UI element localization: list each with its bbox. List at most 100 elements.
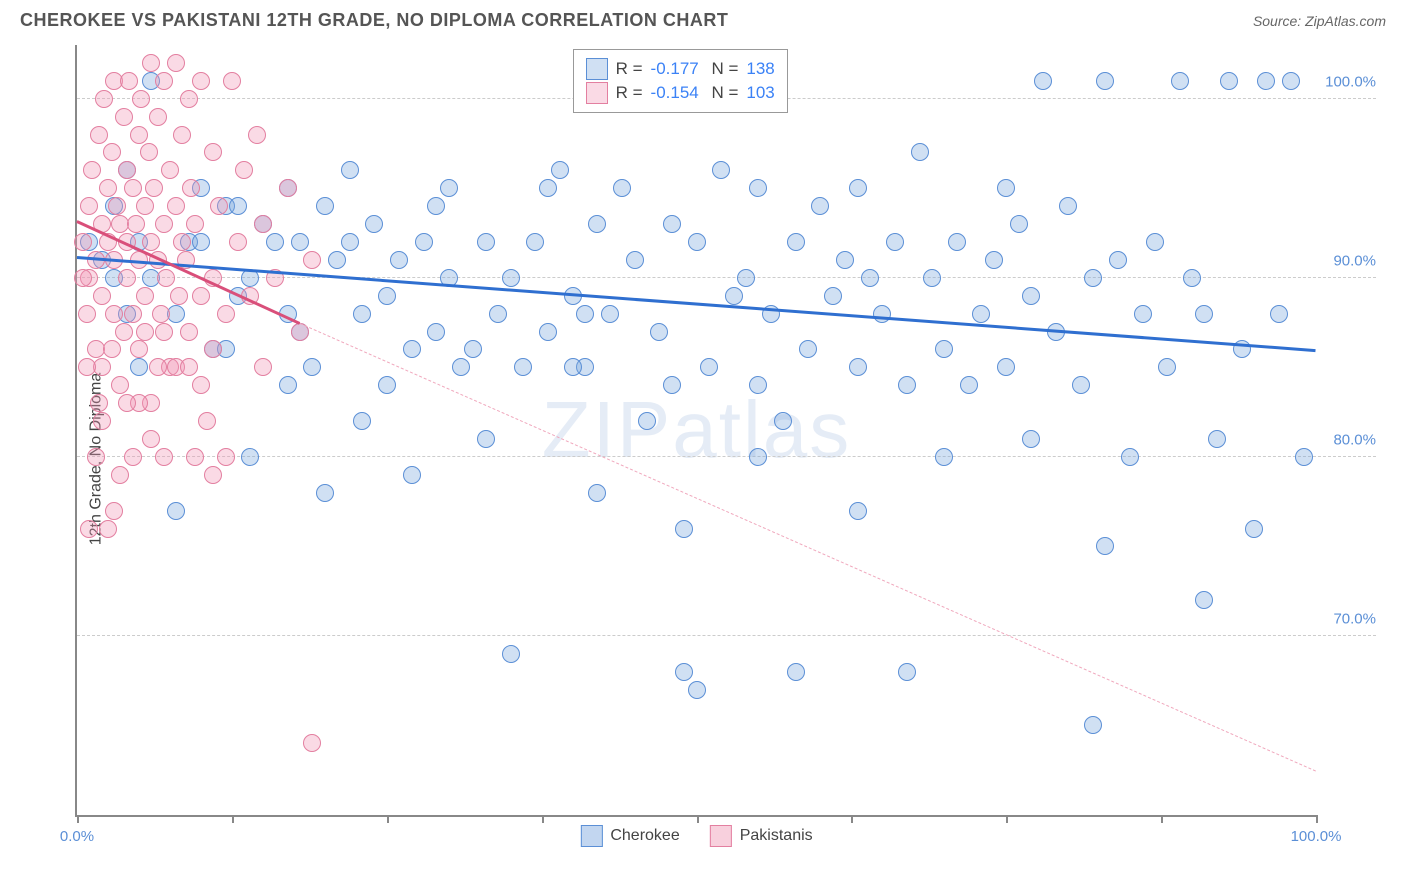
data-point	[1134, 305, 1152, 323]
data-point	[241, 448, 259, 466]
data-point	[140, 143, 158, 161]
data-point	[948, 233, 966, 251]
data-point	[167, 54, 185, 72]
data-point	[1109, 251, 1127, 269]
data-point	[514, 358, 532, 376]
data-point	[997, 179, 1015, 197]
data-point	[440, 179, 458, 197]
data-point	[923, 269, 941, 287]
data-point	[935, 340, 953, 358]
data-point	[155, 448, 173, 466]
data-point	[161, 161, 179, 179]
data-point	[152, 305, 170, 323]
data-point	[93, 287, 111, 305]
data-point	[1220, 72, 1238, 90]
x-tick	[387, 815, 389, 823]
x-tick	[851, 815, 853, 823]
data-point	[911, 143, 929, 161]
data-point	[167, 197, 185, 215]
data-point	[787, 233, 805, 251]
chart-title: CHEROKEE VS PAKISTANI 12TH GRADE, NO DIP…	[20, 10, 728, 31]
data-point	[223, 72, 241, 90]
data-point	[427, 323, 445, 341]
data-point	[95, 90, 113, 108]
stat-r-label: R =	[616, 83, 643, 103]
stats-row: R =-0.177 N =138	[586, 58, 775, 80]
data-point	[972, 305, 990, 323]
data-point	[103, 340, 121, 358]
data-point	[155, 323, 173, 341]
data-point	[1245, 520, 1263, 538]
data-point	[502, 645, 520, 663]
stat-r-label: R =	[616, 59, 643, 79]
data-point	[145, 179, 163, 197]
data-point	[316, 484, 334, 502]
data-point	[254, 358, 272, 376]
stat-r-value: -0.177	[651, 59, 699, 79]
data-point	[111, 376, 129, 394]
data-point	[898, 663, 916, 681]
data-point	[130, 126, 148, 144]
data-point	[502, 269, 520, 287]
data-point	[149, 108, 167, 126]
data-point	[192, 287, 210, 305]
gridline	[77, 635, 1376, 636]
data-point	[204, 143, 222, 161]
data-point	[74, 269, 92, 287]
data-point	[248, 126, 266, 144]
data-point	[588, 215, 606, 233]
data-point	[1059, 197, 1077, 215]
data-point	[180, 323, 198, 341]
data-point	[1084, 716, 1102, 734]
data-point	[303, 358, 321, 376]
data-point	[1096, 537, 1114, 555]
data-point	[849, 179, 867, 197]
data-point	[90, 394, 108, 412]
data-point	[229, 197, 247, 215]
data-point	[898, 376, 916, 394]
data-point	[115, 323, 133, 341]
series-legend: Cherokee Pakistanis	[580, 825, 812, 847]
data-point	[83, 161, 101, 179]
legend-swatch	[710, 825, 732, 847]
data-point	[1072, 376, 1090, 394]
legend-swatch	[586, 58, 608, 80]
data-point	[118, 394, 136, 412]
data-point	[1282, 72, 1300, 90]
y-tick-label: 80.0%	[1333, 431, 1376, 448]
data-point	[1034, 72, 1052, 90]
data-point	[74, 233, 92, 251]
data-point	[210, 197, 228, 215]
data-point	[118, 269, 136, 287]
stat-n-value: 103	[746, 83, 774, 103]
data-point	[303, 734, 321, 752]
data-point	[749, 448, 767, 466]
data-point	[173, 233, 191, 251]
data-point	[291, 233, 309, 251]
data-point	[960, 376, 978, 394]
data-point	[774, 412, 792, 430]
data-point	[124, 305, 142, 323]
legend-label: Cherokee	[610, 827, 679, 845]
data-point	[142, 233, 160, 251]
data-point	[688, 233, 706, 251]
data-point	[1121, 448, 1139, 466]
data-point	[1084, 269, 1102, 287]
data-point	[688, 681, 706, 699]
data-point	[985, 251, 1003, 269]
data-point	[87, 448, 105, 466]
legend-item: Pakistanis	[710, 825, 813, 847]
data-point	[93, 412, 111, 430]
data-point	[638, 412, 656, 430]
data-point	[180, 358, 198, 376]
x-tick-label: 0.0%	[60, 828, 94, 845]
data-point	[1096, 72, 1114, 90]
data-point	[136, 323, 154, 341]
data-point	[130, 358, 148, 376]
data-point	[353, 305, 371, 323]
data-point	[341, 161, 359, 179]
data-point	[142, 54, 160, 72]
x-tick	[697, 815, 699, 823]
data-point	[1183, 269, 1201, 287]
data-point	[526, 233, 544, 251]
